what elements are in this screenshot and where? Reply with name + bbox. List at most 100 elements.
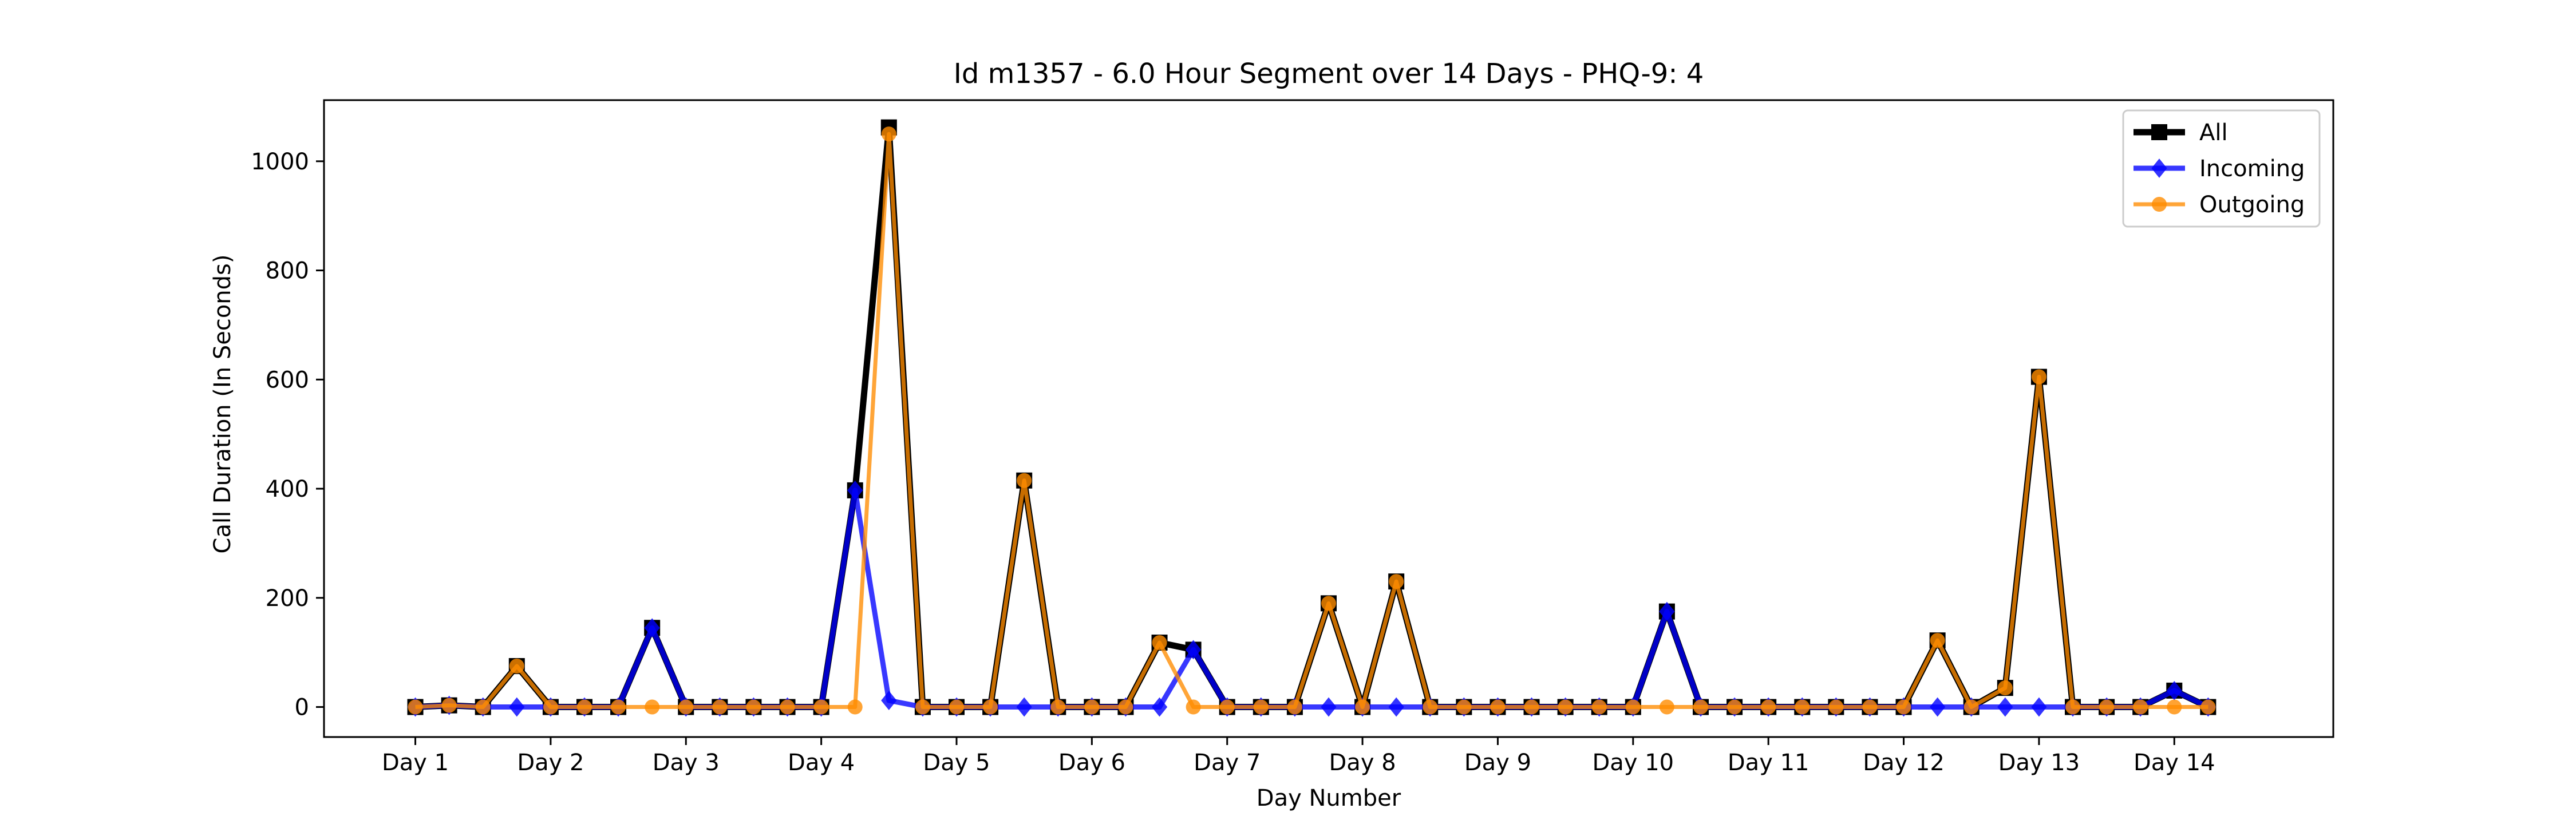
data-point-incoming	[2031, 697, 2047, 717]
x-tick-label: Day 4	[788, 750, 855, 776]
data-point-outgoing	[1355, 699, 1370, 715]
x-tick-label: Day 9	[1464, 750, 1531, 776]
data-point-outgoing	[1761, 699, 1776, 715]
x-tick-label: Day 11	[1728, 750, 1809, 776]
data-point-outgoing	[611, 699, 626, 715]
x-tick-label: Day 7	[1194, 750, 1261, 776]
x-tick-label: Day 12	[1863, 750, 1945, 776]
y-tick-label: 400	[266, 476, 309, 502]
data-point-outgoing	[1997, 680, 2013, 696]
data-point-outgoing	[1524, 699, 1539, 715]
data-point-outgoing	[2099, 699, 2115, 715]
data-point-outgoing	[1050, 699, 1066, 715]
legend-marker-incoming	[2151, 159, 2167, 178]
data-point-incoming	[644, 618, 660, 638]
data-point-incoming	[1185, 640, 1202, 660]
x-tick-label: Day 1	[382, 750, 449, 776]
legend-label-outgoing: Outgoing	[2199, 192, 2305, 218]
data-point-outgoing	[408, 699, 423, 715]
data-point-outgoing	[847, 699, 863, 715]
data-point-outgoing	[2031, 369, 2046, 385]
chart-title: Id m1357 - 6.0 Hour Segment over 14 Days…	[954, 58, 1704, 90]
data-point-outgoing	[881, 126, 896, 142]
data-point-outgoing	[441, 698, 457, 713]
y-tick-label: 1000	[251, 149, 309, 175]
data-point-outgoing	[2167, 699, 2182, 715]
data-point-outgoing	[1828, 699, 1844, 715]
data-point-outgoing	[577, 699, 592, 715]
x-tick-label: Day 3	[653, 750, 720, 776]
data-point-outgoing	[746, 699, 761, 715]
data-point-outgoing	[1287, 699, 1302, 715]
data-point-outgoing	[1423, 699, 1438, 715]
y-tick-label: 200	[266, 585, 309, 612]
x-axis-ticks: Day 1 Day 2 Day 3 Day 4 Day 5 Day 6 Day 7 Day 8…	[382, 737, 2215, 776]
y-axis-ticks: 0 200 400 600 800 1000	[251, 149, 324, 721]
data-point-outgoing	[915, 699, 930, 715]
legend-marker-all	[2151, 124, 2167, 140]
data-point-outgoing	[1625, 699, 1641, 715]
data-point-outgoing	[2133, 699, 2148, 715]
data-point-outgoing	[1558, 699, 1573, 715]
data-point-outgoing	[1795, 699, 1810, 715]
plot-area	[323, 99, 2334, 738]
data-point-outgoing	[1084, 699, 1100, 715]
y-tick-label: 800	[266, 258, 309, 284]
data-point-outgoing	[983, 699, 998, 715]
legend-item-all: All	[2134, 120, 2228, 146]
legend: All Incoming Outgoing	[2122, 109, 2321, 228]
data-point-outgoing	[1219, 699, 1235, 715]
data-point-incoming	[1321, 697, 1337, 717]
data-point-incoming	[509, 697, 525, 717]
x-tick-label: Day 10	[1593, 750, 1674, 776]
data-point-incoming	[1016, 697, 1032, 717]
x-tick-label: Day 5	[923, 750, 990, 776]
data-point-incoming	[1997, 697, 2013, 717]
data-point-outgoing	[1862, 699, 1878, 715]
data-point-outgoing	[2200, 699, 2216, 715]
legend-marker-outgoing	[2152, 197, 2167, 212]
data-point-outgoing	[1693, 699, 1708, 715]
data-point-outgoing	[712, 699, 728, 715]
data-point-outgoing	[1896, 699, 1911, 715]
data-point-outgoing	[475, 699, 491, 715]
data-point-outgoing	[645, 699, 660, 715]
legend-label-all: All	[2199, 120, 2228, 146]
data-point-outgoing	[1389, 574, 1404, 589]
data-point-outgoing	[1017, 473, 1032, 488]
legend-item-incoming: Incoming	[2134, 156, 2305, 182]
series-outgoing	[408, 126, 2216, 715]
x-tick-label: Day 14	[2134, 750, 2215, 776]
data-point-incoming	[1659, 601, 1675, 621]
data-point-outgoing	[1930, 633, 1945, 648]
data-point-outgoing	[543, 699, 558, 715]
x-tick-label: Day 2	[517, 750, 584, 776]
data-point-incoming	[847, 481, 863, 500]
data-point-outgoing	[1186, 699, 1201, 715]
data-point-outgoing	[1727, 699, 1743, 715]
data-point-outgoing	[1253, 699, 1269, 715]
data-point-incoming	[2166, 681, 2182, 700]
data-point-outgoing	[1456, 699, 1472, 715]
data-point-outgoing	[813, 699, 829, 715]
y-tick-label: 600	[266, 367, 309, 393]
plot-frame	[323, 99, 2334, 738]
x-tick-label: Day 8	[1329, 750, 1396, 776]
data-point-incoming	[1929, 697, 1946, 717]
data-point-outgoing	[1659, 699, 1674, 715]
data-point-outgoing	[1118, 699, 1133, 715]
legend-item-outgoing: Outgoing	[2134, 192, 2305, 218]
x-axis-title: Day Number	[1257, 785, 1401, 811]
data-point-outgoing	[949, 699, 964, 715]
legend-box	[2122, 109, 2321, 228]
data-point-outgoing	[1490, 699, 1506, 715]
x-tick-label: Day 13	[1998, 750, 2080, 776]
data-point-outgoing	[1963, 699, 1979, 715]
y-axis-title: Call Duration (In Seconds)	[210, 255, 236, 554]
data-point-incoming	[881, 691, 897, 711]
y-tick-label: 0	[295, 695, 309, 721]
data-point-outgoing	[678, 699, 694, 715]
data-point-outgoing	[780, 699, 795, 715]
data-point-outgoing	[1321, 596, 1336, 611]
